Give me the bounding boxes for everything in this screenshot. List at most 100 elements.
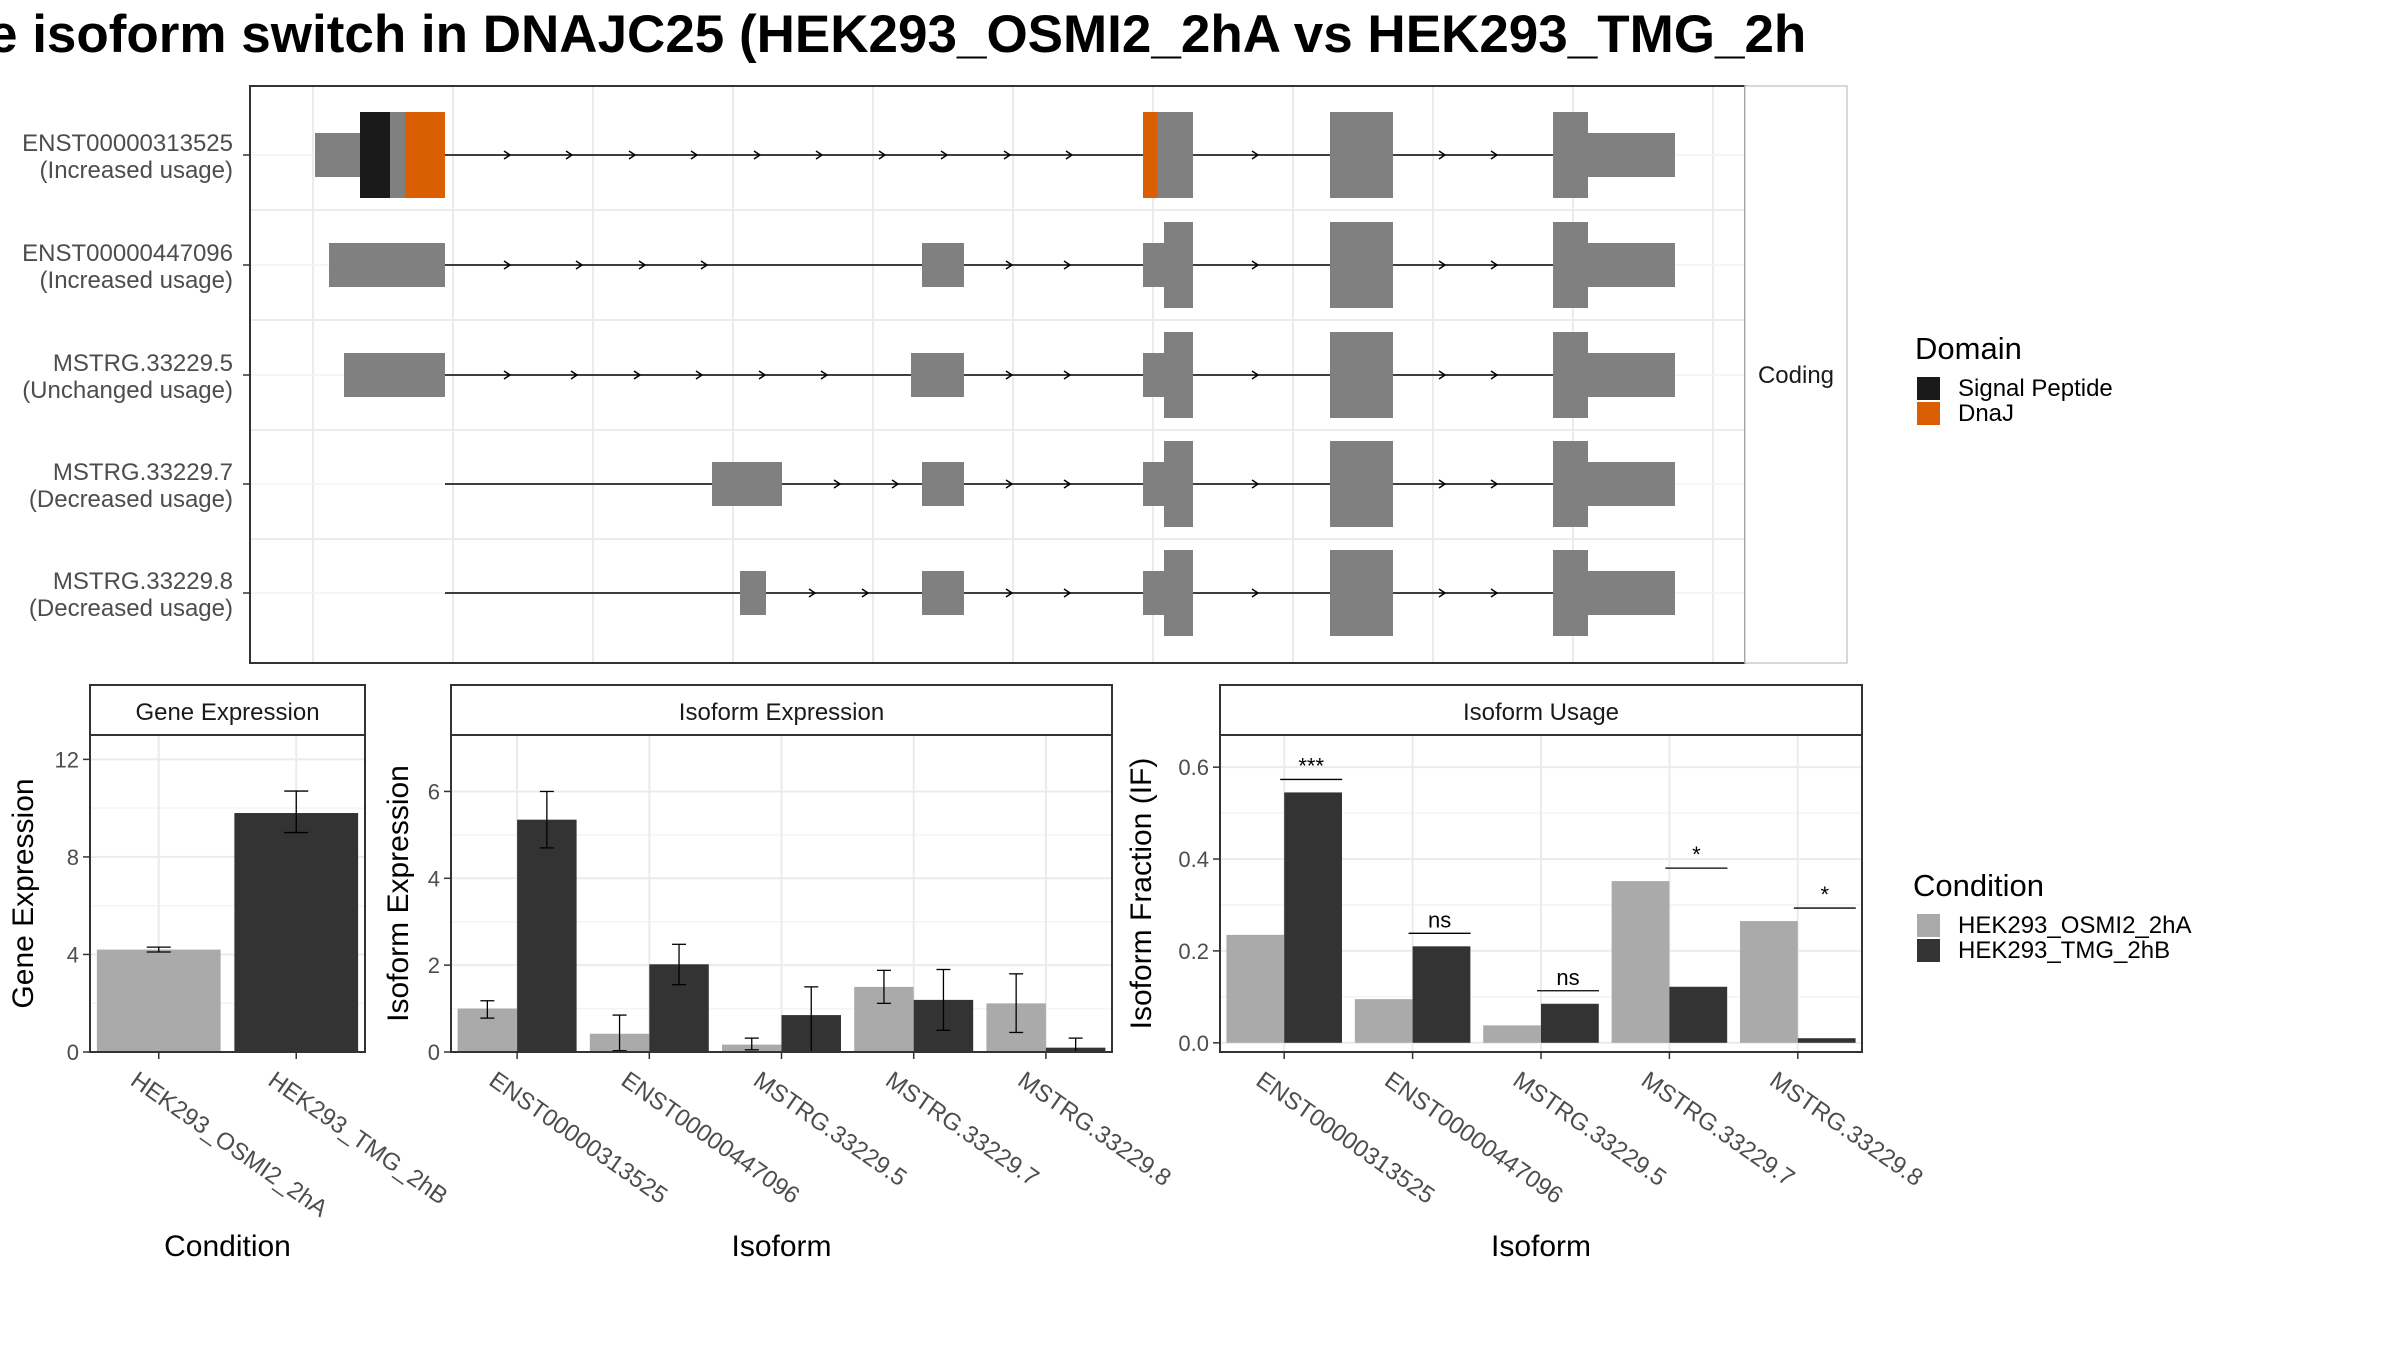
intron-direction-arrow (1063, 370, 1072, 380)
figure-title: e isoform switch in DNAJC25 (HEK293_OSMI… (0, 5, 1807, 64)
isoform-usage-note: (Increased usage) (40, 267, 233, 294)
exon-ENST00000447096 (1164, 222, 1193, 308)
intron-direction-arrow (700, 260, 709, 270)
intron-direction-arrow (753, 150, 762, 160)
dnaj-domain (1143, 112, 1157, 198)
intron-direction-arrow (1438, 260, 1447, 270)
intron-direction-arrow (1490, 260, 1499, 270)
y-tick-label: 12 (55, 747, 79, 772)
exon-ENST00000313525 (1588, 133, 1675, 177)
condition-legend-item: HEK293_OSMI2_2hA (1958, 912, 2191, 939)
y-tick-label: 0 (67, 1040, 79, 1065)
bar-MSTRG.33229.5-HEK293_OSMI2_2hA (1483, 1025, 1541, 1043)
domain-legend-item: DnaJ (1958, 400, 2014, 427)
y-tick-label: 6 (428, 779, 440, 804)
isoform-usage-note: (Decreased usage) (29, 486, 233, 513)
intron-direction-arrow (628, 150, 637, 160)
bar-ENST00000313525-HEK293_OSMI2_2hA (1226, 934, 1285, 1043)
intron-direction-arrow (1490, 150, 1499, 160)
intron-direction-arrow (1438, 370, 1447, 380)
exon-ENST00000447096 (1588, 243, 1675, 287)
exon-MSTRG.33229.5 (1164, 332, 1193, 418)
exon-ENST00000447096 (329, 243, 445, 287)
y-tick-label: 4 (428, 866, 440, 891)
intron-direction-arrow (1003, 150, 1012, 160)
y-tick-label: 0.2 (1178, 939, 1209, 964)
exon-ENST00000447096 (1330, 222, 1393, 308)
intron-direction-arrow (878, 150, 887, 160)
exon-MSTRG.33229.7 (712, 462, 782, 506)
significance-label: ns (1428, 907, 1451, 932)
exon-MSTRG.33229.7 (1330, 441, 1393, 527)
bar-MSTRG.33229.5-HEK293_TMG_2hB (1541, 1003, 1599, 1043)
condition-legend-key (1917, 914, 1940, 937)
exon-ENST00000313525 (1330, 112, 1393, 198)
intron-direction-arrow (1251, 588, 1260, 598)
exon-MSTRG.33229.5 (1553, 332, 1588, 418)
significance-label: ns (1556, 965, 1579, 990)
y-axis-title: Gene Expression (7, 778, 40, 1008)
exon-MSTRG.33229.7 (1588, 462, 1675, 506)
exon-MSTRG.33229.8 (1330, 550, 1393, 636)
bar-panel-strip (450, 684, 1113, 736)
intron-direction-arrow (815, 150, 824, 160)
exon-MSTRG.33229.8 (1164, 550, 1193, 636)
intron-direction-arrow (1065, 150, 1074, 160)
intron-direction-arrow (638, 260, 647, 270)
exon-MSTRG.33229.7 (1553, 441, 1588, 527)
intron-direction-arrow (1490, 479, 1499, 489)
bar-ENST00000313525-HEK293_TMG_2hB (1284, 792, 1342, 1043)
bar-MSTRG.33229.7-HEK293_OSMI2_2hA (1611, 881, 1670, 1043)
intron-direction-arrow (1490, 370, 1499, 380)
exon-ENST00000313525 (1553, 112, 1588, 198)
y-tick-label: 8 (67, 845, 79, 870)
exon-MSTRG.33229.5 (344, 353, 445, 397)
bar-HEK293_TMG_2hB (234, 813, 359, 1052)
panel-title: Isoform Expression (679, 699, 884, 726)
domain-legend-title: Domain (1915, 331, 2022, 366)
y-tick-label: 0.6 (1178, 755, 1209, 780)
bar-MSTRG.33229.7-HEK293_TMG_2hB (1669, 986, 1728, 1043)
domain-legend-key (1917, 402, 1940, 425)
intron-direction-arrow (503, 260, 512, 270)
exon-MSTRG.33229.8 (1143, 571, 1164, 615)
x-axis-title: Isoform (1491, 1230, 1591, 1263)
intron-direction-arrow (503, 370, 512, 380)
intron-direction-arrow (758, 370, 767, 380)
significance-label: * (1821, 882, 1830, 907)
exon-MSTRG.33229.7 (1143, 462, 1164, 506)
intron-direction-arrow (820, 370, 829, 380)
intron-direction-arrow (1063, 588, 1072, 598)
intron-direction-arrow (833, 479, 842, 489)
exon-MSTRG.33229.5 (911, 353, 964, 397)
intron-direction-arrow (1063, 479, 1072, 489)
intron-direction-arrow (1438, 150, 1447, 160)
isoform-label-ENST00000447096: ENST00000447096 (22, 240, 233, 267)
y-tick-label: 0 (428, 1040, 440, 1065)
intron-direction-arrow (1251, 370, 1260, 380)
intron-direction-arrow (503, 150, 512, 160)
intron-direction-arrow (1005, 370, 1014, 380)
exon-MSTRG.33229.8 (1553, 550, 1588, 636)
intron-direction-arrow (565, 150, 574, 160)
exon-ENST00000447096 (922, 243, 964, 287)
bar-MSTRG.33229.8-HEK293_OSMI2_2hA (1740, 921, 1798, 1043)
significance-label: * (1692, 842, 1701, 867)
exon-ENST00000313525 (390, 112, 405, 198)
exon-MSTRG.33229.8 (922, 571, 964, 615)
y-axis-title: Isoform Fraction (IF) (1125, 758, 1158, 1030)
exon-MSTRG.33229.8 (1588, 571, 1675, 615)
intron-direction-arrow (808, 588, 817, 598)
y-tick-label: 2 (428, 953, 440, 978)
isoform-label-MSTRG.33229.5: MSTRG.33229.5 (53, 350, 233, 377)
bar-HEK293_OSMI2_2hA (96, 949, 221, 1052)
intron-direction-arrow (1251, 260, 1260, 270)
panel-title: Gene Expression (135, 699, 319, 726)
y-axis-title: Isoform Expression (382, 765, 415, 1022)
intron-direction-arrow (1251, 479, 1260, 489)
intron-direction-arrow (1005, 479, 1014, 489)
intron-direction-arrow (695, 370, 704, 380)
intron-direction-arrow (575, 260, 584, 270)
bar-ENST00000313525-HEK293_TMG_2hB (517, 819, 577, 1052)
